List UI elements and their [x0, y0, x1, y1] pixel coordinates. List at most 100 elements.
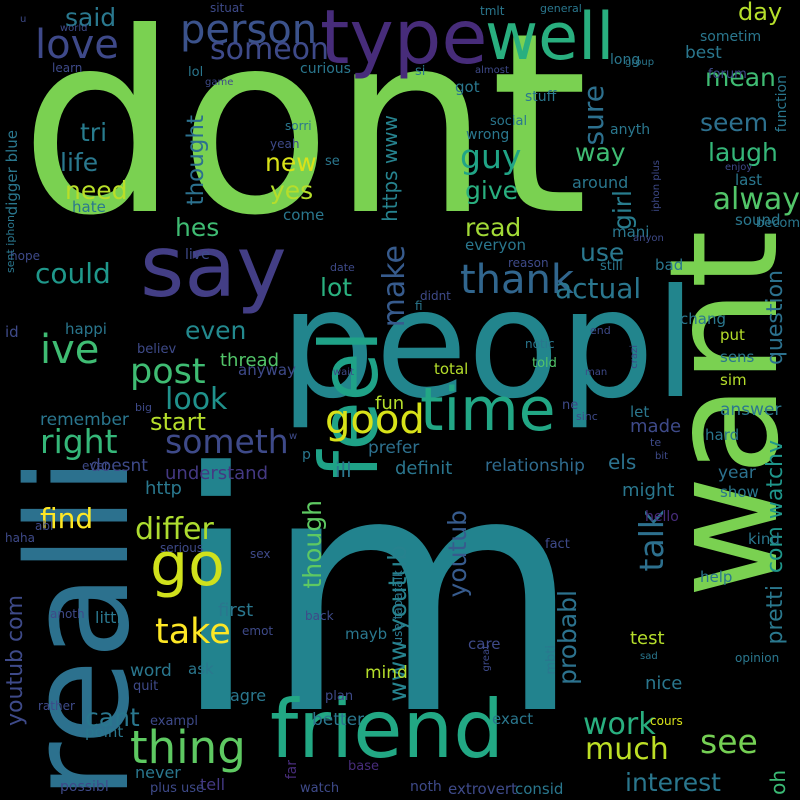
- word-good: good: [325, 397, 425, 443]
- word-prefer: prefer: [368, 438, 420, 458]
- word-chang: chang: [680, 310, 726, 328]
- word-cant: cant: [85, 703, 140, 732]
- word-te: te: [650, 436, 662, 449]
- word-total: total: [434, 360, 469, 378]
- word-remember: remember: [40, 410, 129, 430]
- word-emot: emot: [242, 624, 274, 638]
- word-date: date: [330, 261, 355, 274]
- word-anyon: anyon: [633, 233, 664, 244]
- word-opinion: opinion: [735, 651, 780, 665]
- word-rather: rather: [38, 699, 75, 713]
- word-alway: alway: [712, 182, 800, 217]
- word-best: best: [685, 43, 722, 63]
- word-seem: seem: [700, 108, 769, 137]
- word-end: end: [590, 324, 611, 337]
- word-life: life: [60, 148, 99, 177]
- word-need: need: [65, 176, 128, 205]
- word-point: point: [85, 723, 124, 741]
- word-first: first: [218, 600, 254, 621]
- word-hope: hope: [10, 249, 40, 263]
- word-relationship: relationship: [485, 456, 585, 476]
- word-got: got: [455, 78, 480, 96]
- word-make: make: [377, 245, 412, 328]
- word-iphon-plus: iphon plus: [651, 160, 662, 212]
- word-take: take: [155, 612, 231, 652]
- word-around: around: [572, 173, 629, 192]
- word-notic: notic: [525, 337, 555, 351]
- word-anyth: anyth: [610, 122, 651, 138]
- word-ill: ill: [335, 458, 352, 482]
- word-thread: thread: [220, 350, 280, 371]
- word-answer: answer: [720, 400, 782, 420]
- word-function: function: [774, 75, 790, 133]
- word-back: back: [305, 609, 334, 623]
- word-much: much: [585, 732, 669, 767]
- word-type: type: [320, 0, 488, 81]
- word-find: find: [40, 502, 94, 535]
- word-question: question: [763, 270, 788, 366]
- word-anyway: anyway: [238, 361, 296, 379]
- word-hes: hes: [175, 213, 220, 242]
- word-els: els: [608, 450, 637, 474]
- word-stuff: stuff: [525, 89, 557, 105]
- word-im: im: [170, 403, 584, 787]
- word-ive: ive: [40, 327, 100, 373]
- word-forum: forum: [708, 67, 747, 82]
- word-wait: wait: [333, 367, 355, 378]
- word-thought: thought: [183, 115, 209, 206]
- word-show: show: [720, 483, 759, 501]
- word-ever: ever: [82, 459, 109, 473]
- word-far: far: [284, 760, 300, 780]
- word-ask: ask: [188, 660, 214, 678]
- word-anoth: anoth: [50, 607, 85, 621]
- word-told: told: [532, 356, 557, 371]
- word-oh: oh: [766, 770, 790, 795]
- word-fun: fun: [375, 393, 405, 414]
- word-last: last: [735, 171, 763, 189]
- word-differ: differ: [135, 512, 214, 547]
- word-bit: bit: [655, 451, 669, 462]
- word-new: new: [265, 148, 317, 177]
- word-sometim: sometim: [700, 29, 762, 45]
- word-http: http: [145, 478, 182, 499]
- word-fi: fi: [415, 299, 423, 313]
- word-quit: quit: [133, 679, 159, 694]
- word-nice: nice: [645, 673, 683, 694]
- word-big: big: [135, 401, 153, 414]
- word-mean: mean: [705, 63, 776, 92]
- word-consid: consid: [515, 780, 564, 798]
- word-believ: believ: [137, 342, 177, 357]
- word-base: base: [348, 759, 379, 774]
- word-youtub: youtub: [443, 510, 472, 598]
- word-laugh: laugh: [708, 138, 778, 167]
- word-understand: understand: [165, 463, 269, 484]
- word-sim: sim: [720, 371, 747, 389]
- word-w: w: [289, 431, 298, 442]
- word-peopl: peopl: [280, 258, 697, 432]
- word-start: start: [150, 408, 206, 436]
- word-se: se: [325, 154, 340, 169]
- word-serious: serious: [160, 541, 204, 555]
- word-live: live: [185, 247, 210, 263]
- word-tmlt: tmlt: [480, 4, 505, 18]
- word-sinc: sinc: [576, 410, 598, 423]
- word-watch: watch: [300, 781, 340, 796]
- word-doesnt: doesnt: [90, 456, 148, 476]
- word-si: si: [415, 64, 426, 79]
- word-post: post: [130, 352, 206, 392]
- word-even: even: [185, 316, 247, 345]
- word-go: go: [150, 530, 225, 600]
- word-help: help: [700, 568, 733, 586]
- word-hard: hard: [705, 426, 740, 444]
- word-way: way: [575, 138, 626, 167]
- word-guy: guy: [460, 137, 522, 176]
- word-year: year: [718, 463, 756, 483]
- word-someon: someon: [210, 32, 330, 67]
- word-test: test: [630, 628, 665, 649]
- word-world: world: [60, 23, 88, 34]
- word-social: social: [490, 114, 528, 129]
- word-use-tapatalk: use tapatalk: [391, 570, 405, 645]
- word-fact: fact: [545, 537, 570, 552]
- word-almost: almost: [475, 65, 509, 76]
